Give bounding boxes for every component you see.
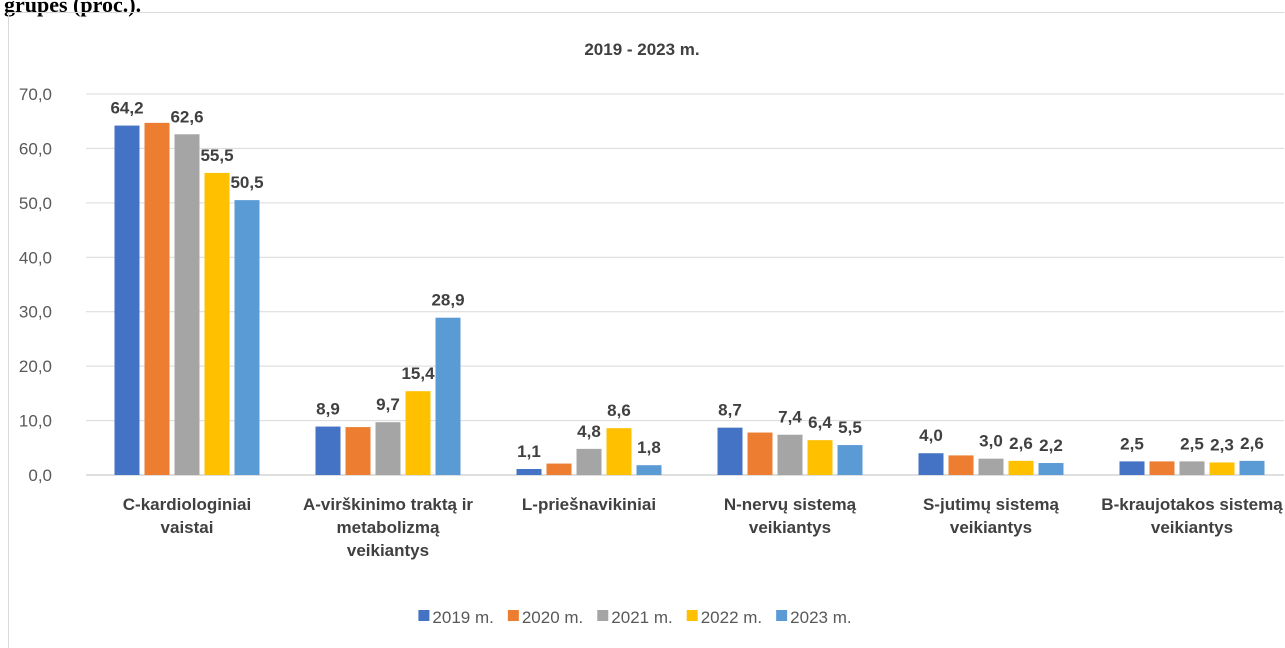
bar: [234, 200, 260, 475]
bar: [1149, 461, 1175, 475]
legend-label: 2021 m.: [611, 608, 672, 627]
data-label: 1,1: [517, 442, 541, 461]
data-label: 8,9: [316, 400, 340, 419]
data-label: 2,5: [1120, 434, 1144, 453]
bar: [576, 448, 602, 475]
bar: [606, 428, 632, 475]
bar: [174, 134, 200, 475]
bar: [435, 317, 461, 475]
legend-label: 2019 m.: [432, 608, 493, 627]
data-label: 1,8: [637, 438, 661, 457]
bar: [144, 122, 170, 476]
x-tick-label: B-kraujotakos sistemą veikiantys: [1101, 495, 1283, 537]
data-label: 7,4: [778, 408, 802, 427]
data-label: 2,6: [1009, 434, 1033, 453]
y-tick-label: 0,0: [28, 466, 52, 485]
page-heading: grupes (proc.).: [4, 0, 141, 17]
legend-swatch: [776, 610, 788, 621]
y-tick-label: 30,0: [19, 303, 52, 322]
data-label: 2,2: [1039, 436, 1063, 455]
y-tick-label: 20,0: [19, 357, 52, 376]
x-tick-label: L-priešnavikiniai: [522, 495, 656, 514]
legend-label: 2022 m.: [701, 608, 762, 627]
data-label: 2,5: [1180, 434, 1204, 453]
data-label: 9,7: [376, 395, 400, 414]
y-tick-label: 70,0: [19, 85, 52, 104]
chart-title: 2019 - 2023 m.: [584, 40, 699, 59]
bar: [114, 125, 140, 475]
legend-swatch: [597, 610, 609, 621]
data-label: 5,5: [838, 418, 862, 437]
bar: [1008, 460, 1034, 475]
data-label: 62,6: [170, 107, 203, 126]
y-tick-label: 40,0: [19, 248, 52, 267]
bar: [1209, 462, 1235, 475]
data-label: 2,6: [1240, 434, 1264, 453]
bar: [978, 458, 1004, 475]
bar: [516, 469, 542, 475]
bar: [204, 172, 230, 475]
bar: [948, 455, 974, 475]
bar: [1038, 463, 1064, 475]
y-tick-label: 10,0: [19, 412, 52, 431]
data-label: 8,6: [607, 401, 631, 420]
data-label: 2,3: [1210, 435, 1234, 454]
data-label: 8,7: [718, 401, 742, 420]
legend-swatch: [686, 610, 698, 621]
y-tick-label: 50,0: [19, 194, 52, 213]
legend-label: 2023 m.: [790, 608, 851, 627]
bar: [717, 427, 743, 475]
bar: [636, 465, 662, 475]
data-label: 64,2: [110, 99, 143, 118]
x-tick-label: N-nervų sistemą veikiantys: [724, 495, 857, 537]
bar: [375, 422, 401, 475]
legend-label: 2020 m.: [522, 608, 583, 627]
x-tick-label: S-jutimų sistemą veikiantys: [923, 495, 1060, 537]
data-label: 50,5: [230, 173, 263, 192]
bar: [747, 432, 773, 475]
legend-swatch: [507, 610, 519, 621]
bar: [918, 453, 944, 475]
bar: [405, 391, 431, 475]
data-label: 55,5: [200, 146, 233, 165]
bar: [837, 445, 863, 475]
data-label: 4,0: [919, 426, 943, 445]
x-tick-label: C-kardiologiniai vaistai: [123, 495, 251, 537]
data-label: 6,4: [808, 413, 832, 432]
data-label: 3,0: [979, 432, 1003, 451]
data-label: 4,8: [577, 422, 601, 441]
legend-swatch: [418, 610, 430, 621]
data-label: 15,4: [401, 364, 435, 383]
data-label: 28,9: [431, 291, 464, 310]
bar: [1119, 461, 1145, 475]
chart-frame: [8, 12, 1285, 648]
bar: [546, 463, 572, 475]
x-tick-label: A-virškinimo traktą ir metabolizmą veikian…: [303, 495, 473, 560]
bar: [807, 440, 833, 475]
bar: [1239, 460, 1265, 475]
bar: [1179, 461, 1205, 475]
y-tick-label: 60,0: [19, 139, 52, 158]
bar: [315, 426, 341, 475]
bar: [345, 427, 371, 475]
bar: [777, 434, 803, 475]
